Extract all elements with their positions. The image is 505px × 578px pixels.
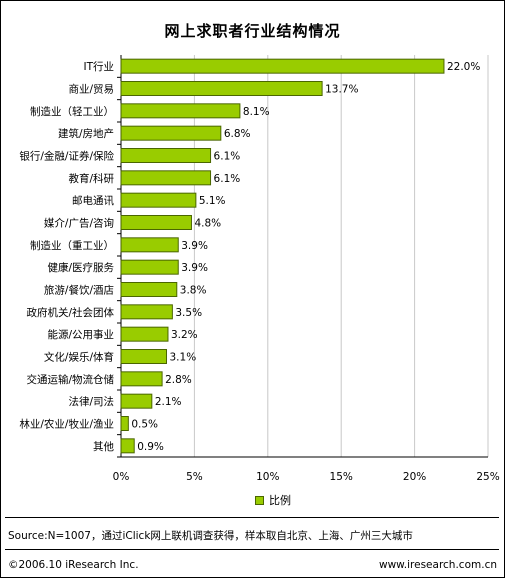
bar [120, 170, 212, 186]
x-tick-label: 5% [186, 471, 203, 483]
category-label: 商业/贸易 [68, 83, 114, 96]
bar [120, 148, 212, 163]
category-label: 健康/医疗服务 [47, 261, 114, 274]
chart-title: 网上求职者行业结构情况 [164, 22, 341, 40]
x-tick-label: 25% [476, 471, 499, 483]
value-label: 3.8% [180, 285, 207, 297]
value-label: 3.5% [175, 307, 202, 319]
value-label: 6.1% [214, 173, 241, 185]
category-label: 能源/公用事业 [47, 328, 114, 341]
category-label: 旅游/餐饮/酒店 [44, 284, 114, 297]
bar [120, 349, 168, 364]
bar [120, 58, 445, 74]
x-tick-label: 15% [330, 471, 353, 483]
bar [120, 326, 169, 342]
legend: 比例 [255, 492, 291, 508]
category-label: 文化/娱乐/体育 [44, 351, 114, 364]
x-tick-label: 0% [113, 471, 130, 483]
category-label: 邮电通讯 [72, 194, 114, 207]
source-note: Source:N=1007，通过iClick网上联机调查获得，样本取自北京、上海… [8, 530, 413, 542]
bar [120, 371, 163, 387]
category-label: 制造业（轻工业） [30, 105, 114, 118]
bar [120, 237, 179, 253]
bar [120, 438, 135, 454]
value-label: 5.1% [199, 195, 226, 207]
value-label: 0.5% [131, 419, 158, 431]
value-label: 8.1% [243, 106, 270, 118]
bar [120, 393, 153, 409]
value-label: 3.2% [171, 329, 198, 341]
bar [120, 215, 192, 230]
bar [120, 416, 129, 431]
legend-swatch [255, 495, 264, 505]
value-label: 2.8% [165, 374, 192, 386]
value-label: 4.8% [194, 218, 221, 230]
value-label: 22.0% [447, 61, 480, 73]
bar [120, 81, 323, 96]
bar [120, 103, 241, 119]
bar [120, 259, 179, 275]
value-label: 6.1% [214, 151, 241, 163]
category-label: 其他 [93, 440, 114, 453]
bar [120, 282, 178, 297]
website: www.iresearch.com.cn [378, 559, 497, 571]
category-label: 媒介/广告/咨询 [44, 217, 114, 230]
value-label: 3.9% [181, 262, 208, 274]
x-tick-label: 10% [256, 471, 279, 483]
value-label: 6.8% [224, 128, 251, 140]
category-label: 银行/金融/证券/保险 [19, 150, 114, 163]
value-label: 0.9% [137, 441, 164, 453]
category-label: 制造业（重工业） [30, 239, 114, 252]
category-label: 林业/农业/牧业/渔业 [19, 418, 114, 431]
legend-label: 比例 [269, 494, 291, 507]
category-label: 教育/科研 [68, 172, 114, 185]
bar [120, 304, 173, 320]
category-label: 政府机关/社会团体 [26, 306, 114, 319]
category-label: IT行业 [83, 60, 114, 73]
value-label: 13.7% [325, 84, 358, 96]
divider [5, 517, 499, 518]
bar [120, 125, 222, 141]
value-label: 2.1% [155, 396, 182, 408]
divider [5, 549, 499, 550]
bar [120, 192, 197, 208]
value-label: 3.1% [170, 352, 197, 364]
copyright: ©2006.10 iResearch Inc. [8, 559, 139, 571]
category-label: 建筑/房地产 [58, 127, 114, 140]
category-label: 交通运输/物流仓储 [26, 373, 114, 386]
value-label: 3.9% [181, 240, 208, 252]
x-tick-label: 20% [403, 471, 426, 483]
category-label: 法律/司法 [68, 395, 114, 408]
